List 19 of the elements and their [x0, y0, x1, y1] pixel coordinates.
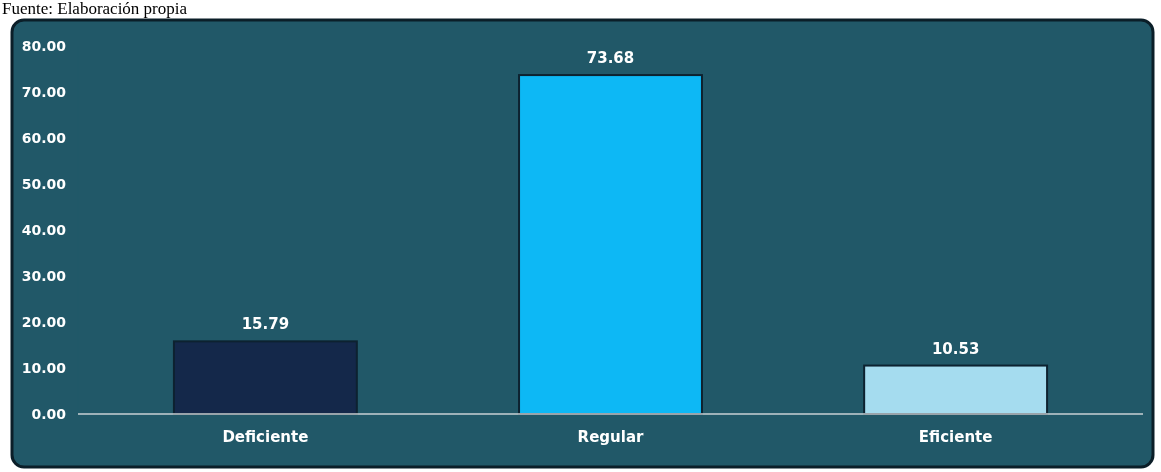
y-tick-label: 10.00 — [21, 359, 67, 376]
y-tick-label: 30.00 — [21, 267, 67, 284]
x-tick-label: Regular — [577, 428, 644, 446]
x-tick-label: Eficiente — [918, 428, 993, 446]
bar — [518, 74, 703, 415]
y-tick-label: 70.00 — [21, 83, 67, 100]
y-tick-label: 50.00 — [21, 175, 67, 192]
data-label: 73.68 — [586, 49, 635, 68]
source-note: Fuente: Elaboración propia — [2, 0, 188, 18]
bar — [863, 364, 1049, 415]
y-tick-label: 20.00 — [21, 313, 67, 330]
x-tick-label: Deficiente — [222, 428, 309, 446]
data-label: 10.53 — [931, 339, 980, 358]
y-tick-label: 80.00 — [21, 37, 67, 54]
y-tick-label: 40.00 — [21, 221, 67, 238]
data-label: 15.79 — [241, 315, 290, 334]
y-tick-label: 60.00 — [21, 129, 67, 146]
bar — [172, 340, 358, 415]
y-tick-label: 0.00 — [31, 405, 67, 422]
